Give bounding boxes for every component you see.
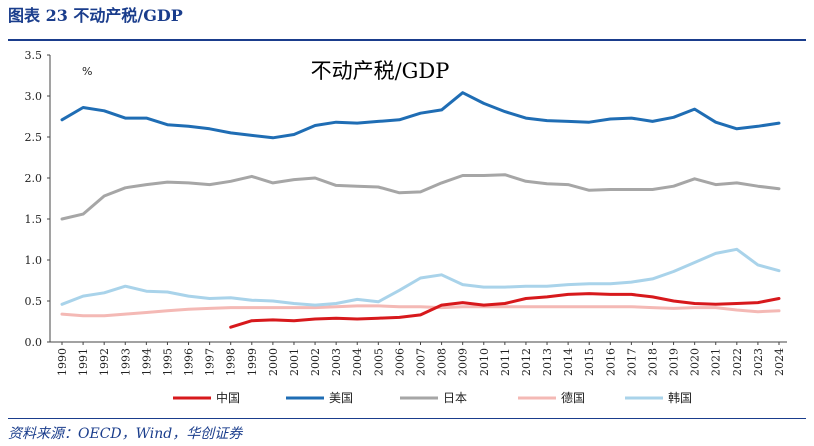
x-tick-label: 2010 [478, 348, 491, 376]
x-tick-label: 1992 [98, 348, 111, 376]
y-tick-label: 2.5 [25, 131, 43, 144]
x-tick-label: 2017 [625, 348, 638, 376]
legend-label: 德国 [561, 390, 585, 405]
x-tick-label: 2016 [604, 348, 617, 376]
x-tick-label: 2007 [415, 348, 428, 376]
x-tick-labels: 1990 1991 1992 1993 1994 1995 1996 1997 1998 1999… [56, 348, 786, 376]
x-tick-label: 2021 [710, 348, 723, 376]
y-tick-label: 0.5 [25, 295, 43, 308]
y-tick-label: 2.0 [25, 172, 43, 185]
x-tick-label: 2023 [752, 348, 765, 376]
y-tick-label: 3.5 [25, 49, 43, 62]
x-tick-label: 1991 [77, 348, 90, 376]
series-line-1 [60, 91, 781, 140]
x-tick-label: 2019 [668, 348, 681, 376]
x-tick-label: 2014 [562, 348, 575, 376]
x-tick-label: 2000 [267, 348, 280, 376]
line-chart: 0.00.51.01.52.02.53.03.5 1990 1991 1992 199… [25, 49, 787, 405]
x-tick-label: 2024 [773, 348, 786, 376]
x-tick-label: 1995 [161, 348, 174, 376]
x-tick-label: 1996 [183, 348, 196, 376]
chart-axes [47, 54, 787, 345]
y-tick-label: 1.5 [25, 213, 43, 226]
series-lines [60, 91, 781, 329]
legend-label: 中国 [216, 390, 240, 405]
legend-label: 美国 [329, 391, 353, 405]
unit-label: % [82, 65, 92, 78]
x-tick-label: 2009 [457, 348, 470, 376]
y-tick-labels: 0.0 0.5 1.0 1.5 2.0 2.5 3.0 3.5 [25, 49, 43, 349]
x-tick-label: 2003 [330, 348, 343, 376]
x-tick-label: 2008 [436, 348, 449, 376]
x-tick-label: 1993 [119, 348, 132, 376]
x-tick-label: 2001 [288, 348, 301, 376]
x-tick-label: 2004 [351, 348, 364, 376]
chart-title: 不动产税/GDP [311, 59, 450, 83]
x-tick-label: 2022 [731, 348, 744, 376]
x-tick-label: 2013 [541, 348, 554, 376]
source-note: 资料来源：OECD，Wind，华创证券 [8, 426, 243, 442]
x-tick-label: 2018 [646, 348, 659, 376]
x-tick-label: 1994 [140, 348, 153, 376]
x-tick-label: 2005 [372, 348, 385, 376]
x-tick-label: 2011 [499, 348, 512, 376]
x-tick-label: 2015 [583, 348, 596, 376]
x-tick-label: 1990 [56, 348, 69, 376]
series-line-2 [60, 173, 781, 221]
x-tick-label: 2020 [689, 348, 702, 376]
chart-legend: 中国 美国 日本 德国 韩国 [173, 390, 692, 405]
series-line-0 [229, 292, 781, 329]
series-line-4 [60, 247, 781, 307]
x-tick-label: 1997 [204, 348, 217, 376]
series-line-3 [60, 304, 781, 318]
x-tick-label: 1999 [246, 348, 259, 376]
legend-label: 日本 [443, 391, 467, 405]
x-tick-label: 2012 [520, 348, 533, 376]
source-rule [8, 418, 806, 419]
x-tick-label: 2006 [393, 348, 406, 376]
x-tick-label: 1998 [225, 348, 238, 376]
x-tick-label: 2002 [309, 348, 322, 376]
title-rule [8, 39, 806, 41]
figure-title: 图表 23 不动产税/GDP [8, 6, 183, 25]
y-tick-label: 3.0 [25, 90, 43, 103]
legend-label: 韩国 [668, 390, 692, 405]
y-tick-label: 1.0 [25, 254, 43, 267]
y-tick-label: 0.0 [25, 336, 43, 349]
